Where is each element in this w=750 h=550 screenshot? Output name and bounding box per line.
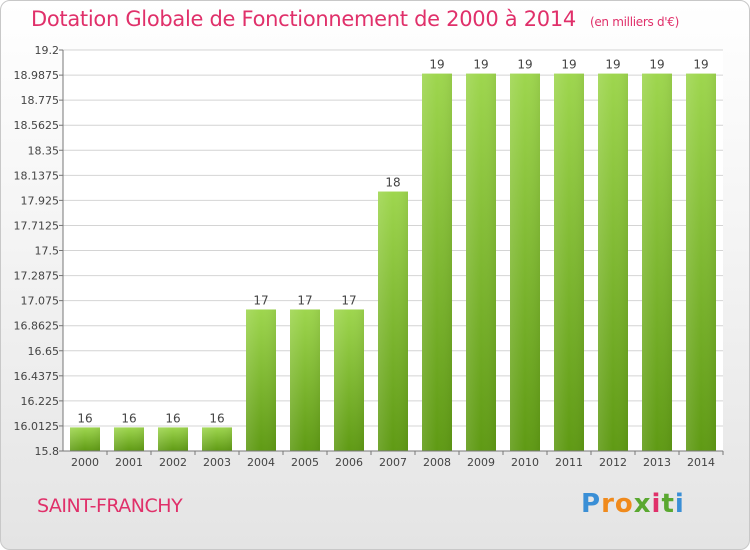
- x-tick-label: 2005: [291, 456, 319, 469]
- logo-letter: x: [633, 489, 652, 519]
- bar-shine: [70, 427, 100, 451]
- y-tick-label: 16.65: [28, 345, 60, 358]
- x-tick-label: 2014: [687, 456, 715, 469]
- data-label-2014: 19: [693, 58, 708, 72]
- y-tick-label: 18.5625: [14, 119, 60, 132]
- data-label-2012: 19: [605, 58, 620, 72]
- bar-shine: [598, 73, 628, 452]
- x-tick-label: 2007: [379, 456, 407, 469]
- data-label-2006: 17: [341, 293, 356, 307]
- logo-letter: o: [614, 489, 634, 519]
- data-label-2011: 19: [561, 58, 576, 72]
- chart-subtitle: (en milliers d'€): [589, 15, 679, 29]
- y-tick-label: 16.8625: [14, 320, 60, 333]
- y-tick-label: 18.1375: [14, 169, 60, 182]
- x-tick-label: 2000: [71, 456, 99, 469]
- bar-shine: [114, 427, 144, 451]
- logo-letter: P: [581, 489, 602, 519]
- bar-shine: [466, 73, 496, 452]
- y-tick-label: 17.5: [35, 245, 60, 258]
- y-tick-label: 16.4375: [14, 370, 60, 383]
- data-label-2008: 19: [429, 58, 444, 72]
- x-tick-label: 2011: [555, 456, 583, 469]
- bar-shine: [334, 309, 364, 451]
- data-label-2010: 19: [517, 58, 532, 72]
- chart-title: Dotation Globale de Fonctionnement de 20…: [31, 7, 679, 31]
- x-tick-label: 2003: [203, 456, 231, 469]
- x-tick-label: 2012: [599, 456, 627, 469]
- y-tick-label: 18.35: [28, 144, 60, 157]
- bar-shine: [246, 309, 276, 451]
- data-label-2000: 16: [77, 411, 92, 425]
- data-label-2004: 17: [253, 293, 268, 307]
- y-tick-label: 16.0125: [14, 420, 60, 433]
- x-tick-label: 2004: [247, 456, 275, 469]
- title-text: Dotation Globale de Fonctionnement de 20…: [31, 7, 576, 31]
- y-tick-label: 16.225: [21, 395, 60, 408]
- y-tick-label: 17.075: [21, 295, 60, 308]
- y-tick-label: 17.7125: [14, 219, 60, 232]
- data-label-2007: 18: [385, 176, 400, 190]
- x-tick-label: 2006: [335, 456, 363, 469]
- logo-letter: i: [674, 489, 685, 519]
- commune-name: SAINT-FRANCHY: [37, 495, 183, 517]
- logo-letter: i: [651, 489, 662, 519]
- bar-shine: [686, 73, 716, 452]
- proxiti-logo[interactable]: Proxiti: [581, 489, 685, 519]
- y-tick-label: 15.8: [35, 445, 60, 458]
- x-tick-label: 2013: [643, 456, 671, 469]
- data-label-2013: 19: [649, 58, 664, 72]
- x-tick-label: 2002: [159, 456, 187, 469]
- logo-letter: t: [661, 489, 675, 519]
- y-tick-label: 17.2875: [14, 270, 60, 283]
- bar-shine: [158, 427, 188, 451]
- x-tick-label: 2010: [511, 456, 539, 469]
- data-label-2002: 16: [165, 411, 180, 425]
- logo-letter: r: [601, 489, 615, 519]
- data-label-2003: 16: [209, 411, 224, 425]
- bar-shine: [510, 73, 540, 452]
- data-label-2001: 16: [121, 411, 136, 425]
- data-label-2005: 17: [297, 293, 312, 307]
- y-tick-label: 19.2: [35, 44, 60, 57]
- x-tick-label: 2009: [467, 456, 495, 469]
- y-tick-label: 17.925: [21, 194, 60, 207]
- y-axis-ticks: 15.8 16.0125 16.225 16.4375 16.65 16.8625 17.0…: [14, 44, 63, 458]
- bar-shine: [290, 309, 320, 451]
- bar-shine: [422, 73, 452, 452]
- bar-shine: [378, 191, 408, 451]
- y-tick-label: 18.9875: [14, 69, 60, 82]
- y-tick-label: 18.775: [21, 94, 60, 107]
- bar-shine: [642, 73, 672, 452]
- x-axis-ticks: 2000 2001 2002 2003 2004 2005 2006 2007 2008 2009…: [71, 451, 724, 469]
- bar-shine: [554, 73, 584, 452]
- x-tick-label: 2008: [423, 456, 451, 469]
- bars: 16 16 16 16 17 17 17 18 19 19 19 19 19 19 19: [70, 58, 716, 452]
- data-label-2009: 19: [473, 58, 488, 72]
- bar-shine: [202, 427, 232, 451]
- x-tick-label: 2001: [115, 456, 143, 469]
